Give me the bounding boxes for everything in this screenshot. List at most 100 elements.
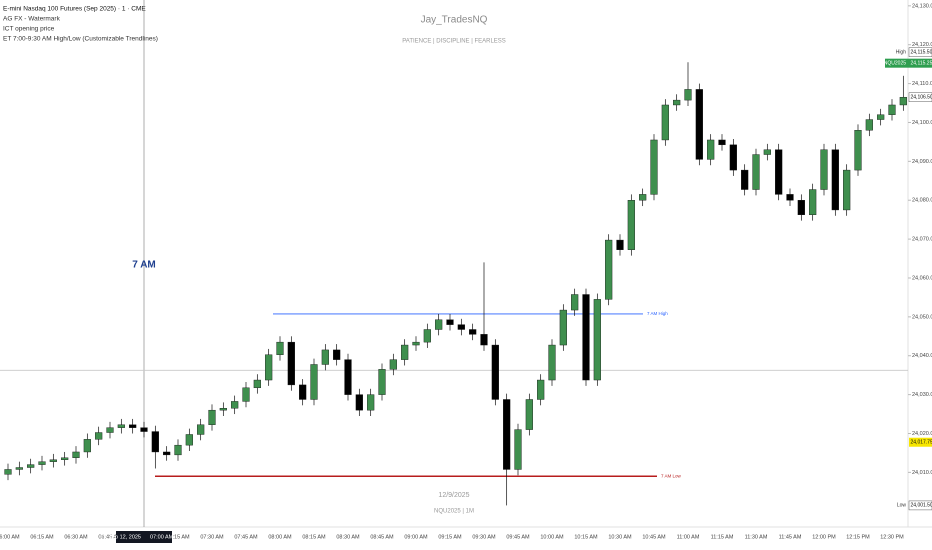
candle-body — [27, 464, 35, 468]
candle-body — [831, 149, 839, 211]
y-tick-label: 24,130.00 — [912, 3, 932, 9]
watermark-subtitle: PATIENCE | DISCIPLINE | FEARLESS — [402, 39, 506, 45]
session-label: 7 AM — [132, 260, 156, 271]
candle-body — [287, 341, 295, 386]
candle-body — [185, 434, 193, 446]
candle-body — [616, 239, 624, 250]
candle-body — [231, 401, 239, 409]
candle-body — [752, 154, 760, 190]
x-tick-label: 09:30 AM — [472, 534, 496, 540]
watermark-title: Jay_TradesNQ — [421, 15, 488, 26]
candle-body — [469, 329, 477, 335]
x-tick-label: 07:15 AM — [166, 534, 190, 540]
crosshair-time: 07:00 AM — [150, 534, 174, 540]
y-tick-label: 24,030.00 — [912, 392, 932, 398]
x-tick-label: 09:00 AM — [404, 534, 428, 540]
candle-body — [4, 469, 12, 475]
candle-body — [650, 139, 658, 195]
x-tick-label: 12:15 PM — [846, 534, 870, 540]
candle-body — [559, 309, 567, 346]
candle-body — [537, 379, 545, 400]
candle-body — [15, 467, 23, 470]
candle-body — [95, 432, 103, 440]
candle-body — [627, 200, 635, 250]
candle-body — [661, 104, 669, 141]
price-badge — [909, 58, 932, 68]
candle-body — [729, 144, 737, 171]
x-tick-label: 11:00 AM — [677, 534, 700, 540]
y-tick-label: 24,020.00 — [912, 431, 932, 437]
candle-body — [718, 139, 726, 146]
y-tick-label: 24,050.00 — [912, 314, 932, 320]
price-badge-name-box — [885, 58, 909, 68]
candle-body — [38, 461, 46, 465]
candle-body — [412, 341, 420, 346]
candle-body — [310, 364, 318, 400]
candle-body — [854, 130, 862, 171]
candle-body — [174, 444, 182, 456]
price-badge-label: 24,017.75 — [911, 440, 932, 446]
x-tick-label: 11:30 AM — [745, 534, 768, 540]
indicator-name: ET 7:00-9:30 AM High/Low (Customizable T… — [3, 36, 158, 43]
candle-body — [208, 409, 216, 425]
candle-body — [684, 89, 692, 101]
x-tick-label: 07:45 AM — [234, 534, 258, 540]
x-tick-label: 07:30 AM — [200, 534, 224, 540]
price-badge-name: High — [896, 50, 907, 56]
x-tick-label: 12:30 PM — [880, 534, 904, 540]
candle-body — [491, 344, 499, 400]
candle-body — [401, 344, 409, 360]
candle-body — [299, 384, 307, 400]
candle-body — [775, 149, 783, 195]
candle-body — [265, 354, 273, 381]
price-badge-name: Low — [897, 503, 907, 509]
candle-body — [163, 451, 171, 456]
candle-body — [797, 200, 805, 216]
candle-body — [219, 408, 227, 411]
candle-body — [786, 194, 794, 201]
candle-body — [140, 427, 148, 432]
x-tick-label: 10:30 AM — [608, 534, 632, 540]
x-tick-label: 09:45 AM — [506, 534, 530, 540]
x-tick-label: 08:15 AM — [302, 534, 326, 540]
candle-body — [49, 459, 57, 462]
price-badge — [908, 92, 932, 102]
price-badge — [908, 47, 932, 57]
x-tick-label: 10:45 AM — [642, 534, 666, 540]
price-badge-label: 24,106.50 — [911, 95, 932, 101]
price-badge-label: 24,001.50 — [911, 503, 932, 509]
x-tick-label: 08:00 AM — [268, 534, 292, 540]
price-badge — [908, 500, 932, 511]
y-tick-label: 24,090.00 — [912, 159, 932, 165]
level-label: 7 AM High — [647, 311, 668, 316]
candle-body — [525, 399, 533, 430]
candle-body — [877, 114, 885, 120]
candle-body — [378, 369, 386, 395]
candle-body — [514, 429, 522, 470]
candle-body — [435, 319, 443, 330]
x-tick-label: 06:00 AM — [0, 534, 20, 540]
indicator-name: AG FX - Watermark — [3, 16, 61, 23]
candle-body — [457, 324, 465, 330]
candle-body — [480, 334, 488, 346]
candle-body — [741, 169, 749, 190]
chart-title: E-mini Nasdaq 100 Futures (Sep 2025) · 1… — [3, 6, 146, 13]
candle-body — [888, 104, 896, 115]
candle-body — [582, 294, 590, 381]
candle-body — [321, 349, 329, 365]
candle-body — [242, 387, 250, 402]
candle-body — [151, 431, 159, 453]
candle-body — [865, 119, 873, 131]
candle-body — [503, 399, 511, 470]
candle-body — [355, 394, 363, 411]
candle-body — [639, 194, 647, 201]
candle-body — [548, 344, 556, 381]
candle-body — [276, 341, 284, 355]
candle-body — [593, 299, 601, 381]
candle-body — [843, 169, 851, 211]
candle-body — [820, 149, 828, 190]
y-tick-label: 24,010.00 — [912, 470, 932, 476]
x-tick-label: 10:00 AM — [540, 534, 564, 540]
crosshair-date: Fri Sep 12, 2025 — [100, 534, 141, 540]
